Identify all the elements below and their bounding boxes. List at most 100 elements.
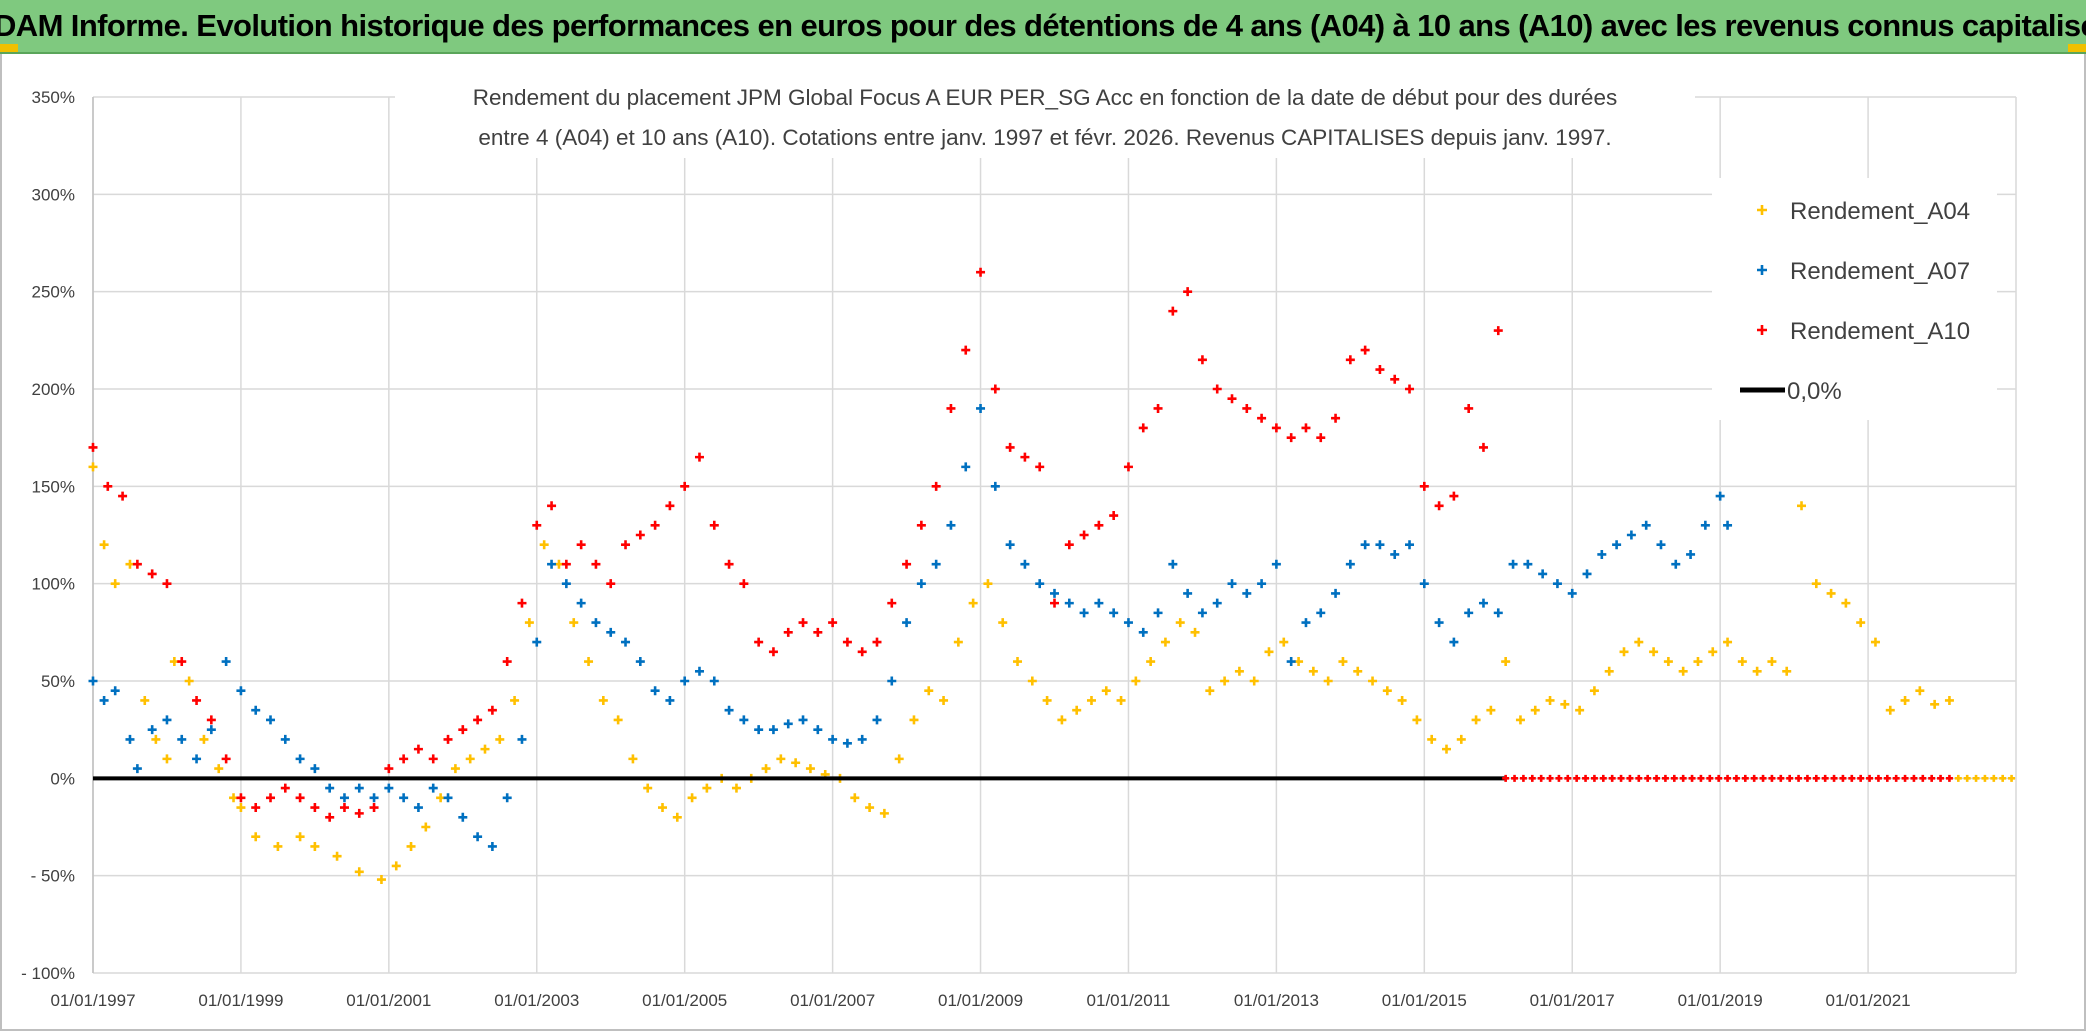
zero-marker: [1839, 774, 1847, 782]
data-point: [1345, 559, 1355, 569]
data-point: [1700, 520, 1710, 530]
zero-marker: [1963, 774, 1971, 782]
data-point: [125, 734, 135, 744]
data-point: [1190, 627, 1200, 637]
zero-marker: [1537, 774, 1545, 782]
data-point: [458, 812, 468, 822]
data-point: [842, 738, 852, 748]
data-point: [791, 758, 801, 768]
zero-marker: [1981, 774, 1989, 782]
data-point: [1109, 511, 1119, 521]
data-point: [754, 725, 764, 735]
x-axis: 01/01/1997 01/01/1999 01/01/2001 01/01/2003…: [50, 991, 1910, 1010]
data-point: [162, 579, 172, 589]
data-point: [532, 520, 542, 530]
data-point: [1153, 403, 1163, 413]
data-point: [1493, 608, 1503, 618]
data-point: [221, 754, 231, 764]
data-point: [1856, 618, 1866, 628]
data-point: [658, 803, 668, 813]
data-point: [458, 725, 468, 735]
data-point: [1464, 608, 1474, 618]
data-point: [1160, 637, 1170, 647]
data-point: [99, 540, 109, 550]
x-tick-label: 01/01/2001: [346, 991, 431, 1010]
data-point: [1752, 666, 1762, 676]
data-point: [110, 579, 120, 589]
data-point: [1271, 559, 1281, 569]
data-point: [946, 403, 956, 413]
data-point: [739, 579, 749, 589]
zero-marker: [1777, 774, 1785, 782]
zero-marker: [1883, 774, 1891, 782]
data-point: [739, 715, 749, 725]
data-point: [199, 734, 209, 744]
data-point: [857, 734, 867, 744]
data-point: [103, 481, 113, 491]
zero-marker: [1635, 774, 1643, 782]
data-point: [251, 832, 261, 842]
data-point: [428, 754, 438, 764]
data-point: [1464, 403, 1474, 413]
data-point: [1449, 491, 1459, 501]
zero-marker: [1511, 774, 1519, 782]
data-point: [1094, 520, 1104, 530]
zero-marker: [1688, 774, 1696, 782]
data-point: [266, 793, 276, 803]
data-point: [872, 715, 882, 725]
data-point: [399, 793, 409, 803]
legend-entry-label: Rendement_A10: [1790, 318, 1970, 345]
data-point: [665, 695, 675, 705]
data-point: [768, 647, 778, 657]
data-point: [1501, 657, 1511, 667]
data-point: [1168, 559, 1178, 569]
data-point: [1101, 686, 1111, 696]
data-point: [1323, 676, 1333, 686]
data-point: [354, 867, 364, 877]
data-point: [1183, 588, 1193, 598]
data-point: [177, 734, 187, 744]
zero-marker: [1679, 774, 1687, 782]
data-point: [1050, 598, 1059, 608]
data-point: [502, 657, 512, 667]
y-tick-label: 50%: [41, 672, 75, 691]
zero-marker: [1661, 774, 1669, 782]
data-point: [325, 783, 335, 793]
data-point: [280, 783, 290, 793]
data-point: [1079, 608, 1089, 618]
legend-plus-marker: [1757, 205, 1767, 215]
data-point: [694, 452, 704, 462]
data-point: [1005, 540, 1015, 550]
data-point: [495, 734, 505, 744]
x-tick-label: 01/01/1999: [198, 991, 283, 1010]
data-point: [413, 744, 423, 754]
data-point: [251, 803, 261, 813]
data-point: [1249, 676, 1259, 686]
data-point: [961, 345, 971, 355]
data-point: [1478, 442, 1488, 452]
data-point: [569, 618, 579, 628]
data-point: [1508, 559, 1518, 569]
data-point: [473, 715, 483, 725]
x-tick-label: 01/01/2019: [1678, 991, 1763, 1010]
data-point: [1656, 540, 1666, 550]
data-point: [1575, 705, 1585, 715]
data-point: [369, 793, 379, 803]
data-point: [976, 403, 986, 413]
data-point: [1257, 413, 1267, 423]
data-point: [443, 734, 453, 744]
data-point: [487, 841, 497, 851]
data-point: [976, 267, 986, 277]
data-point: [1353, 666, 1363, 676]
zero-marker: [1626, 774, 1634, 782]
data-point: [1212, 598, 1222, 608]
zero-marker: [1697, 774, 1705, 782]
y-tick-label: 250%: [32, 283, 75, 302]
banner-title: ADAM Informe. Evolution historique des p…: [0, 8, 2086, 43]
data-point: [1567, 588, 1577, 598]
data-point: [1405, 540, 1415, 550]
banner-corner-right: [2068, 44, 2086, 52]
zero-marker: [1706, 774, 1714, 782]
data-point: [147, 569, 157, 579]
